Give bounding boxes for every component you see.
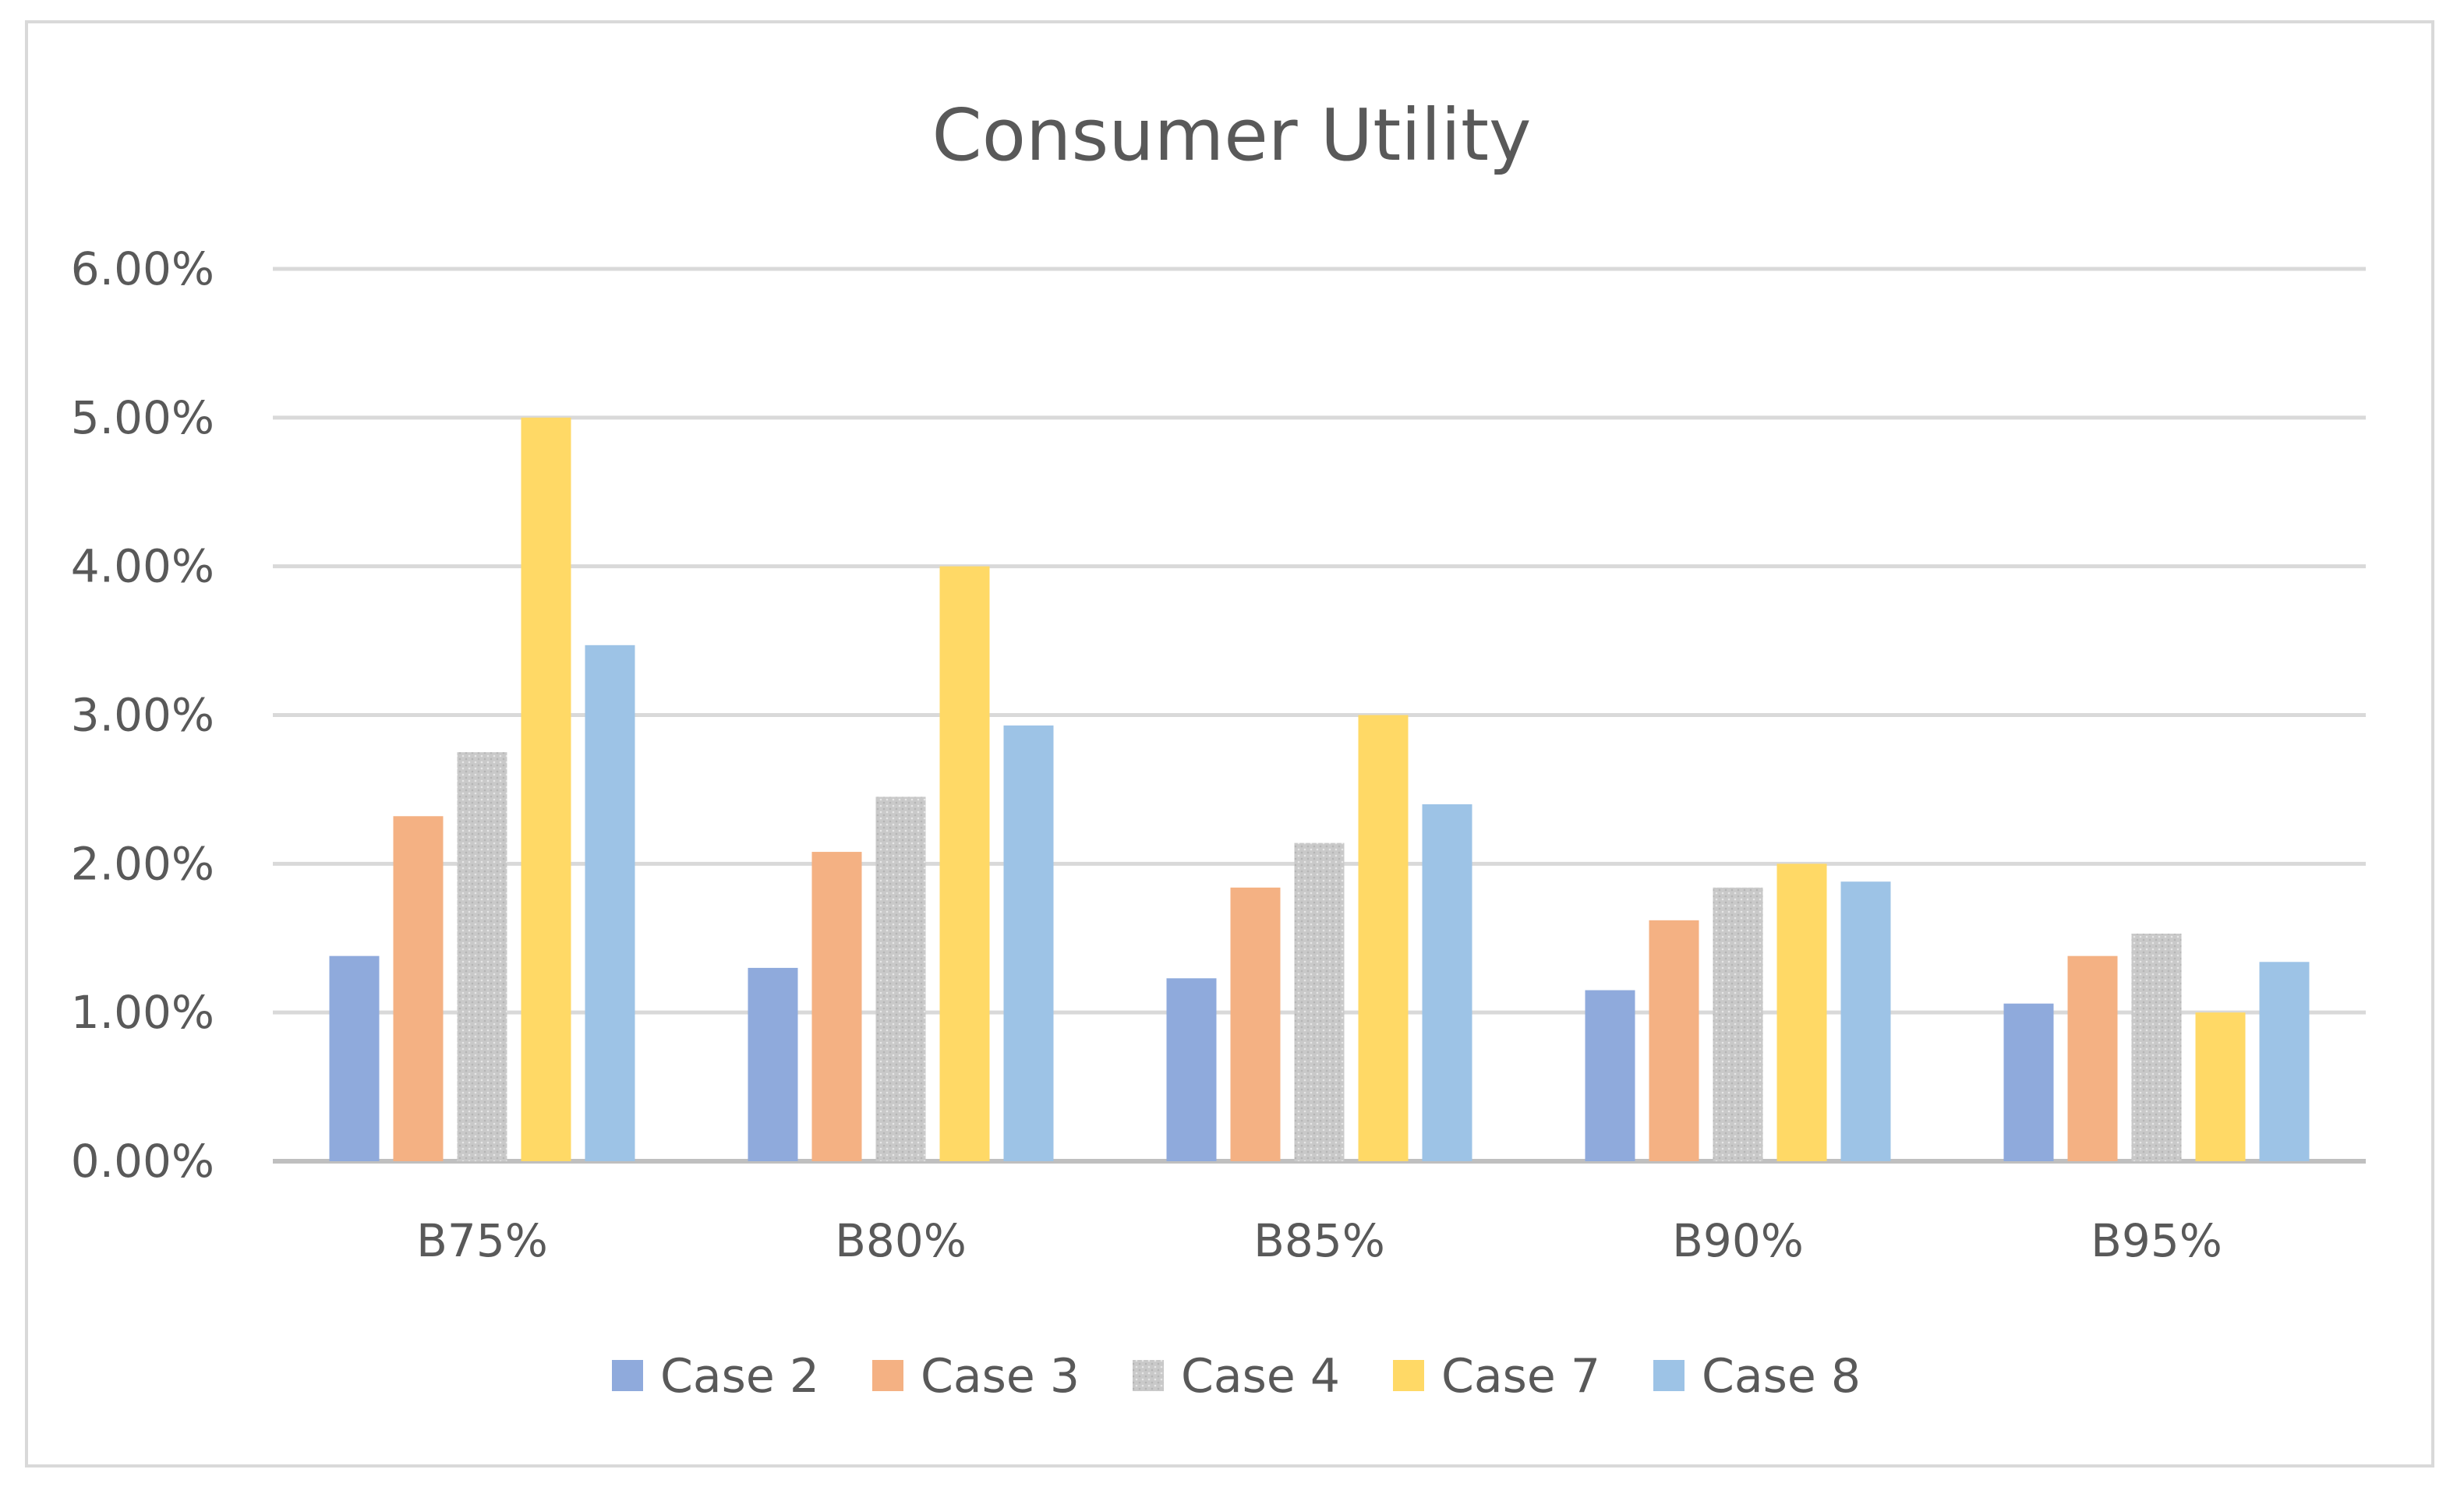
- bar-case-2-b90pct: [1585, 990, 1635, 1161]
- y-tick-label-1: 1.00%: [71, 986, 214, 1039]
- legend-swatch-case-8: [1653, 1360, 1684, 1391]
- bar-case-7-b95pct: [2195, 1012, 2246, 1161]
- bar-case-8-b90pct: [1840, 881, 1891, 1161]
- y-tick-label-6: 6.00%: [71, 242, 214, 295]
- y-tick-label-3: 3.00%: [71, 689, 214, 742]
- legend-swatch-case-4: [1133, 1360, 1164, 1391]
- bar-case-4-b90pct: [1713, 887, 1763, 1161]
- bar-case-7-b90pct: [1776, 864, 1827, 1161]
- x-axis-ticks: B75% B80% B85% B90% B95%: [416, 1214, 2222, 1267]
- bar-case-3-b85pct: [1230, 887, 1281, 1161]
- bar-case-8-b75pct: [585, 645, 635, 1161]
- legend-label-case-2: Case 2: [660, 1349, 819, 1404]
- x-tick-label-2: B85%: [1253, 1214, 1385, 1267]
- chart-frame: [25, 20, 2434, 1468]
- legend-label-case-4: Case 4: [1181, 1349, 1340, 1404]
- bar-case-3-b75pct: [393, 816, 444, 1161]
- bar-case-8-b80pct: [1003, 725, 1054, 1161]
- bar-case-2-b85pct: [1166, 978, 1217, 1161]
- y-tick-label-0: 0.00%: [71, 1135, 214, 1188]
- x-tick-label-3: B90%: [1672, 1214, 1804, 1267]
- x-tick-label-1: B80%: [835, 1214, 967, 1267]
- y-tick-label-5: 5.00%: [71, 391, 214, 444]
- legend-swatch-case-3: [872, 1360, 903, 1391]
- x-tick-label-4: B95%: [2091, 1214, 2222, 1267]
- bar-case-3-b90pct: [1649, 920, 1699, 1161]
- bars: [329, 417, 2310, 1161]
- bar-case-2-b75pct: [329, 955, 380, 1161]
- bar-case-4-b95pct: [2131, 934, 2182, 1161]
- bar-case-8-b95pct: [2259, 962, 2310, 1161]
- bar-case-2-b95pct: [2003, 1003, 2054, 1161]
- legend-swatch-case-2: [612, 1360, 643, 1391]
- bar-case-8-b85pct: [1422, 804, 1472, 1161]
- bar-case-3-b80pct: [811, 852, 862, 1161]
- y-axis-ticks: 0.00% 1.00% 2.00% 3.00% 4.00% 5.00% 6.00%: [71, 242, 214, 1188]
- bar-case-4-b75pct: [457, 752, 507, 1161]
- x-tick-label-0: B75%: [416, 1214, 548, 1267]
- chart-title: Consumer Utility: [932, 94, 1532, 177]
- y-tick-label-2: 2.00%: [71, 837, 214, 890]
- bar-case-4-b85pct: [1294, 842, 1345, 1161]
- bar-case-2-b80pct: [748, 967, 798, 1161]
- bar-case-7-b80pct: [939, 566, 990, 1161]
- bar-case-4-b80pct: [875, 796, 926, 1161]
- y-tick-label-4: 4.00%: [71, 540, 214, 593]
- legend-label-case-8: Case 8: [1702, 1349, 1861, 1404]
- legend-label-case-3: Case 3: [921, 1349, 1080, 1404]
- bar-case-7-b85pct: [1358, 715, 1409, 1161]
- legend: Case 2 Case 3 Case 4 Case 7 Case 8: [612, 1349, 1861, 1404]
- bar-case-3-b95pct: [2067, 955, 2118, 1161]
- legend-label-case-7: Case 7: [1441, 1349, 1600, 1404]
- bar-case-7-b75pct: [521, 417, 571, 1161]
- legend-swatch-case-7: [1393, 1360, 1424, 1391]
